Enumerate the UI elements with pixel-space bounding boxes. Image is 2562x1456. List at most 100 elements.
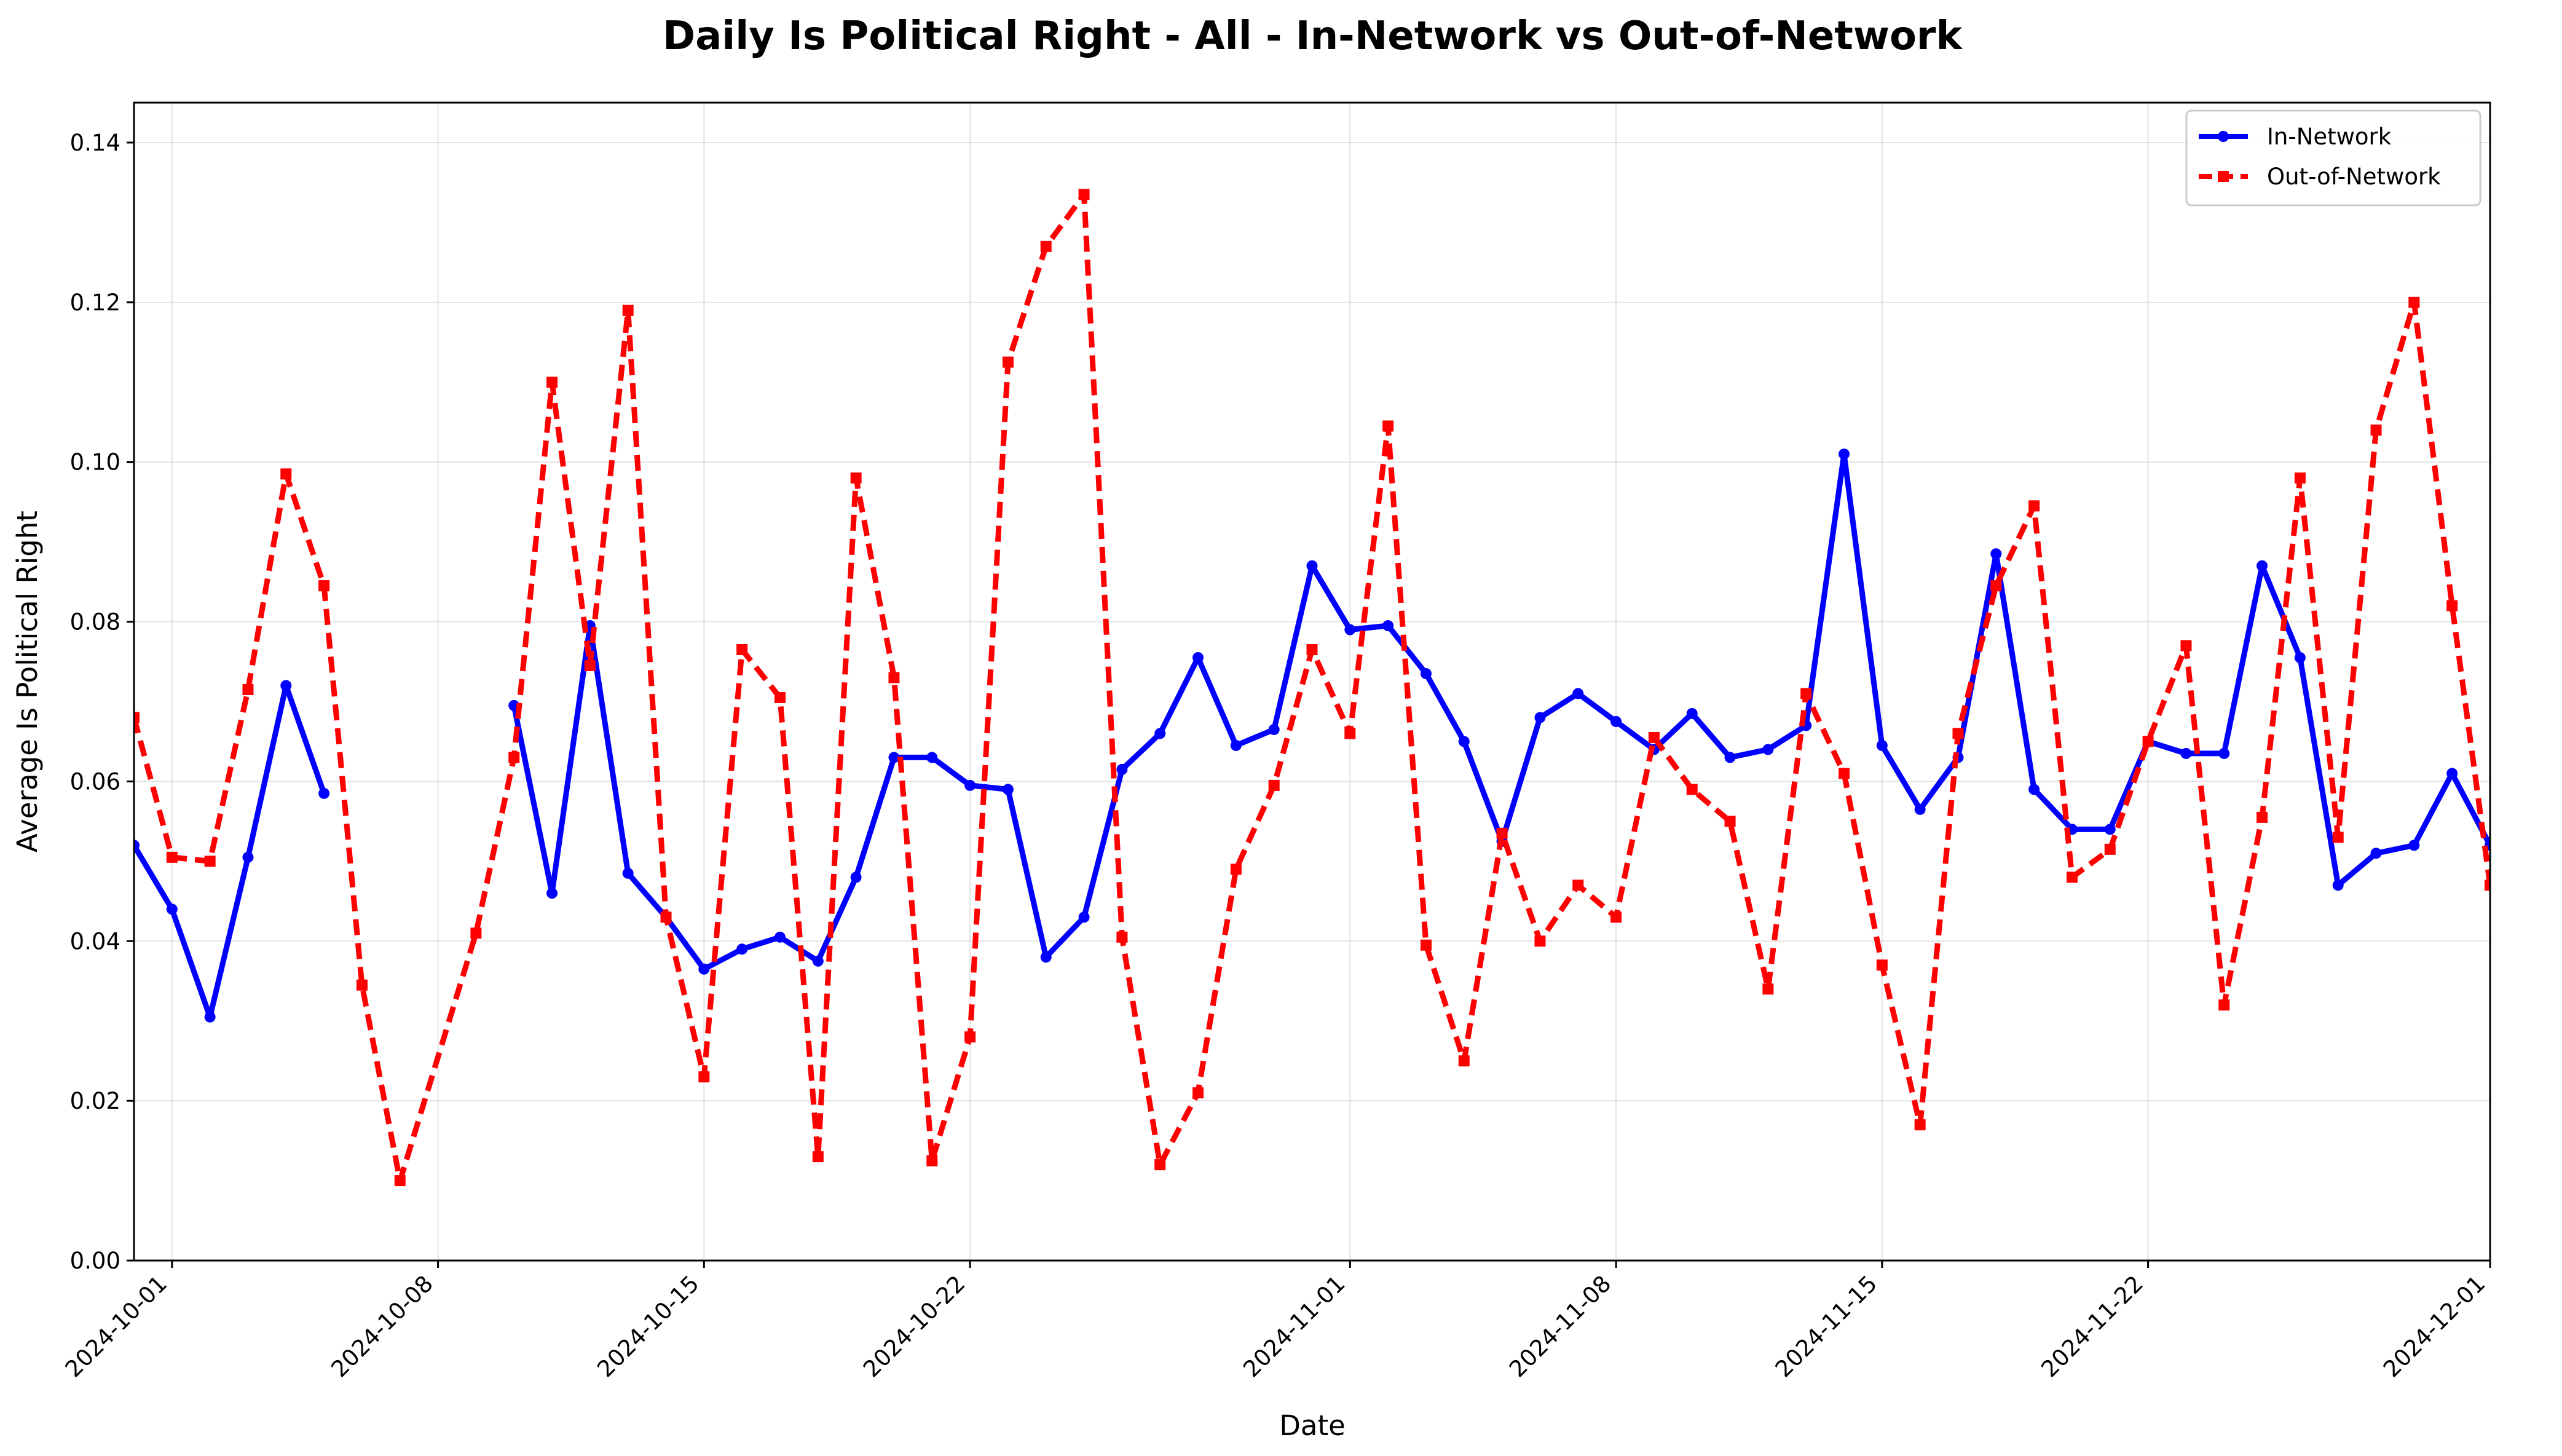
data-point-in-network — [2294, 652, 2306, 664]
data-point-out-of-network — [2370, 424, 2382, 436]
series-line-out-of-network — [134, 191, 2490, 1184]
data-point-out-of-network — [2332, 832, 2344, 843]
data-point-out-of-network — [622, 304, 634, 316]
data-point-out-of-network — [1420, 939, 1432, 951]
data-point-out-of-network — [2446, 600, 2458, 612]
data-point-in-network — [1344, 624, 1356, 636]
data-point-out-of-network — [2218, 999, 2230, 1011]
data-point-in-network — [1724, 752, 1736, 763]
data-point-in-network — [622, 867, 634, 879]
data-point-in-network — [850, 872, 862, 883]
data-point-in-network — [2218, 747, 2230, 759]
data-point-in-network — [134, 840, 140, 851]
data-point-out-of-network — [134, 712, 140, 723]
data-point-out-of-network — [1572, 880, 1584, 891]
data-point-out-of-network — [1610, 911, 1622, 923]
data-point-in-network — [1610, 715, 1622, 727]
data-point-in-network — [964, 779, 976, 791]
legend: In-Network Out-of-Network — [2185, 109, 2481, 207]
data-point-in-network — [888, 752, 900, 763]
data-point-in-network — [1306, 560, 1318, 572]
y-axis-ticks: 0.00 0.02 0.04 0.06 0.08 0.10 0.12 0.14 — [70, 130, 134, 1274]
data-point-in-network — [698, 963, 710, 975]
data-point-in-network — [1990, 548, 2002, 560]
data-point-out-of-network — [1344, 728, 1356, 739]
data-point-out-of-network — [508, 752, 520, 763]
data-point-in-network — [812, 955, 824, 967]
data-point-out-of-network — [1648, 731, 1660, 743]
data-point-out-of-network — [1914, 1119, 1926, 1131]
data-point-in-network — [546, 887, 558, 899]
data-point-out-of-network — [926, 1155, 938, 1167]
legend-label-out-of-network: Out-of-Network — [2267, 163, 2441, 190]
legend-marker-in-network — [2218, 131, 2229, 142]
data-point-in-network — [166, 903, 178, 915]
data-point-in-network — [1762, 744, 1774, 755]
data-point-in-network — [1382, 620, 1394, 632]
data-point-out-of-network — [1686, 784, 1698, 795]
data-point-out-of-network — [2142, 736, 2154, 747]
data-point-out-of-network — [1040, 240, 1052, 252]
data-point-in-network — [926, 752, 938, 763]
data-point-out-of-network — [356, 979, 368, 991]
data-point-in-network — [2257, 560, 2268, 572]
data-point-in-network — [1230, 739, 1242, 751]
data-point-out-of-network — [660, 911, 672, 923]
legend-box — [2185, 109, 2481, 207]
data-point-out-of-network — [1800, 688, 1812, 699]
series-layer — [134, 189, 2490, 1187]
data-point-out-of-network — [1534, 935, 1546, 947]
y-tick-label: 0.10 — [70, 449, 120, 476]
data-point-out-of-network — [1230, 864, 1242, 875]
data-point-out-of-network — [1876, 959, 1888, 971]
data-point-out-of-network — [1116, 931, 1128, 943]
data-point-in-network — [2408, 840, 2420, 851]
data-point-out-of-network — [1078, 189, 1090, 200]
data-point-in-network — [1040, 951, 1052, 963]
data-point-out-of-network — [1496, 827, 1508, 839]
data-point-out-of-network — [2294, 472, 2306, 484]
data-point-out-of-network — [1762, 983, 1774, 995]
data-point-in-network — [1154, 728, 1166, 739]
data-point-in-network — [1458, 736, 1470, 747]
data-point-in-network — [2104, 824, 2116, 835]
x-axis-label: Date — [1279, 1409, 1346, 1442]
data-point-in-network — [1002, 784, 1014, 795]
data-point-in-network — [280, 680, 292, 691]
data-point-out-of-network — [318, 580, 330, 592]
data-point-in-network — [774, 931, 786, 943]
data-point-in-network — [1420, 668, 1432, 680]
y-tick-label: 0.12 — [70, 289, 120, 316]
data-point-out-of-network — [2485, 880, 2490, 891]
data-point-out-of-network — [584, 660, 596, 672]
series-out-of-network — [134, 189, 2490, 1187]
data-point-out-of-network — [1268, 779, 1280, 791]
data-point-out-of-network — [280, 468, 292, 480]
data-point-out-of-network — [1952, 728, 1964, 739]
data-point-out-of-network — [1724, 816, 1736, 827]
data-point-out-of-network — [1839, 768, 1850, 779]
data-point-in-network — [1078, 911, 1090, 923]
data-point-out-of-network — [812, 1151, 824, 1163]
y-tick-label: 0.02 — [70, 1088, 120, 1114]
data-point-in-network — [2028, 784, 2040, 795]
data-point-out-of-network — [1458, 1055, 1470, 1067]
data-point-in-network — [204, 1011, 216, 1023]
data-point-out-of-network — [546, 376, 558, 388]
data-point-in-network — [318, 787, 330, 799]
y-tick-label: 0.08 — [70, 609, 120, 636]
data-point-out-of-network — [850, 472, 862, 484]
data-point-in-network — [1534, 712, 1546, 723]
data-point-in-network — [1268, 723, 1280, 735]
data-point-in-network — [1686, 707, 1698, 719]
data-point-out-of-network — [1990, 580, 2002, 592]
data-point-out-of-network — [1382, 420, 1394, 432]
data-point-in-network — [1572, 688, 1584, 699]
data-point-out-of-network — [1306, 644, 1318, 656]
data-point-in-network — [1192, 652, 1204, 664]
data-point-out-of-network — [774, 691, 786, 703]
plot-frame — [133, 101, 2491, 1262]
